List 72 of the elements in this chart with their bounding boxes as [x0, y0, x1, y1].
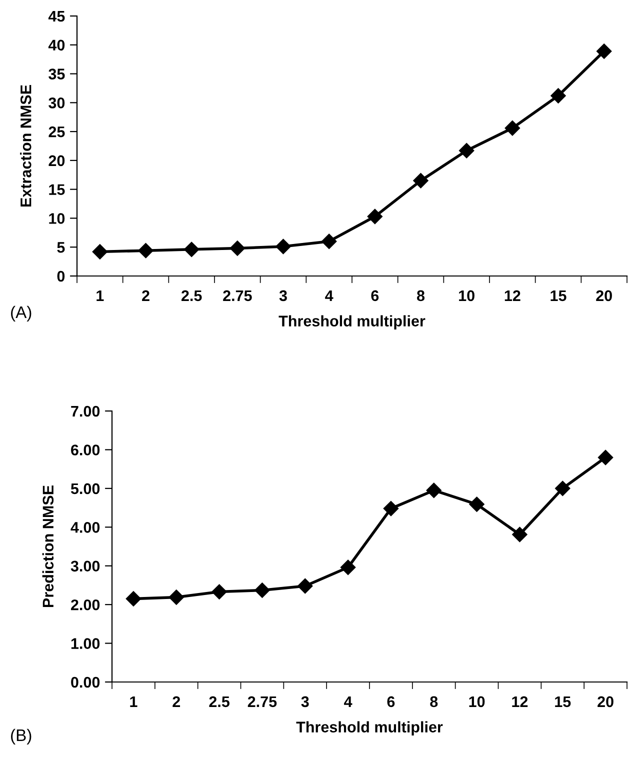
x-tick-label: 1: [130, 696, 138, 707]
text: (A): [11, 306, 32, 322]
point: [504, 120, 520, 136]
y-tick-label: 0: [57, 270, 65, 282]
x-tick-label: 12: [504, 290, 520, 301]
x-tick-label: 6: [387, 696, 395, 708]
y-tick-label: 20: [48, 155, 65, 166]
point: [92, 244, 108, 260]
y-tick-label: 35: [48, 68, 65, 80]
y-axis-title: Prediction NMSE: [42, 486, 54, 608]
point: [555, 480, 570, 496]
x-axis-title: Threshold multiplier: [296, 721, 443, 736]
y-tick-label: 10: [49, 213, 65, 224]
x-tick-label: 12: [512, 696, 528, 707]
x-tick-label: 2: [172, 696, 180, 707]
y-tick-label: 7.00: [71, 406, 100, 417]
x-tick-label: 3: [301, 696, 309, 708]
x-tick-label: 4: [325, 290, 334, 301]
point: [426, 482, 442, 498]
point: [298, 578, 313, 594]
y-tick-label: 2.00: [70, 599, 100, 610]
point: [212, 584, 227, 600]
point: [340, 560, 356, 575]
x-tick-label: 10: [469, 696, 485, 708]
x-tick-label: 1: [96, 290, 104, 301]
y-tick-label: 3.00: [70, 560, 100, 572]
y-tick-label: 5.00: [70, 483, 100, 494]
x-tick-label: 8: [430, 696, 438, 708]
x-tick-label: 8: [416, 290, 425, 302]
point: [598, 450, 614, 466]
x-tick-label: 2: [142, 290, 150, 301]
x-tick-label: 20: [598, 696, 614, 708]
point: [550, 88, 566, 104]
y-tick-label: 6.00: [71, 444, 100, 456]
text: (B): [11, 728, 32, 744]
y-tick-label: 25: [48, 126, 65, 138]
point: [322, 234, 337, 249]
x-tick-label: 20: [596, 290, 612, 302]
y-tick-label: 0.00: [71, 676, 100, 688]
y-tick-label: 4.00: [70, 522, 100, 533]
x-tick-label: 6: [371, 290, 379, 302]
x-tick-label: 2.75: [248, 696, 277, 708]
point: [459, 143, 474, 158]
x-tick-label: 2.5: [209, 696, 230, 708]
point: [126, 591, 142, 606]
x-tick-label: 3: [279, 290, 287, 302]
y-tick-label: 45: [48, 11, 65, 22]
y-tick-label: 30: [48, 98, 65, 108]
point: [596, 44, 612, 59]
x-tick-label: 4: [344, 696, 352, 707]
point: [276, 238, 291, 254]
x-tick-label: 10: [459, 290, 474, 302]
point: [230, 240, 245, 256]
x-tick-label: 15: [550, 290, 566, 302]
y-tick-label: 15: [49, 184, 65, 196]
x-tick-label: 2.75: [223, 290, 252, 302]
point: [367, 208, 382, 224]
x-axis-title: Threshold multiplier: [278, 315, 426, 330]
point: [512, 526, 528, 542]
y-tick-label: 1.00: [71, 638, 100, 649]
x-tick-label: 2.5: [181, 290, 202, 302]
y-tick-label: 5: [57, 242, 65, 253]
y-tick-label: 40: [48, 40, 65, 51]
x-tick-label: 15: [555, 696, 571, 708]
point: [254, 582, 270, 598]
point: [168, 590, 184, 605]
point: [383, 500, 399, 516]
point: [138, 243, 154, 258]
point: [469, 496, 484, 512]
point: [184, 242, 200, 257]
point: [413, 173, 428, 188]
y-axis-title: Extraction NMSE: [20, 85, 32, 207]
